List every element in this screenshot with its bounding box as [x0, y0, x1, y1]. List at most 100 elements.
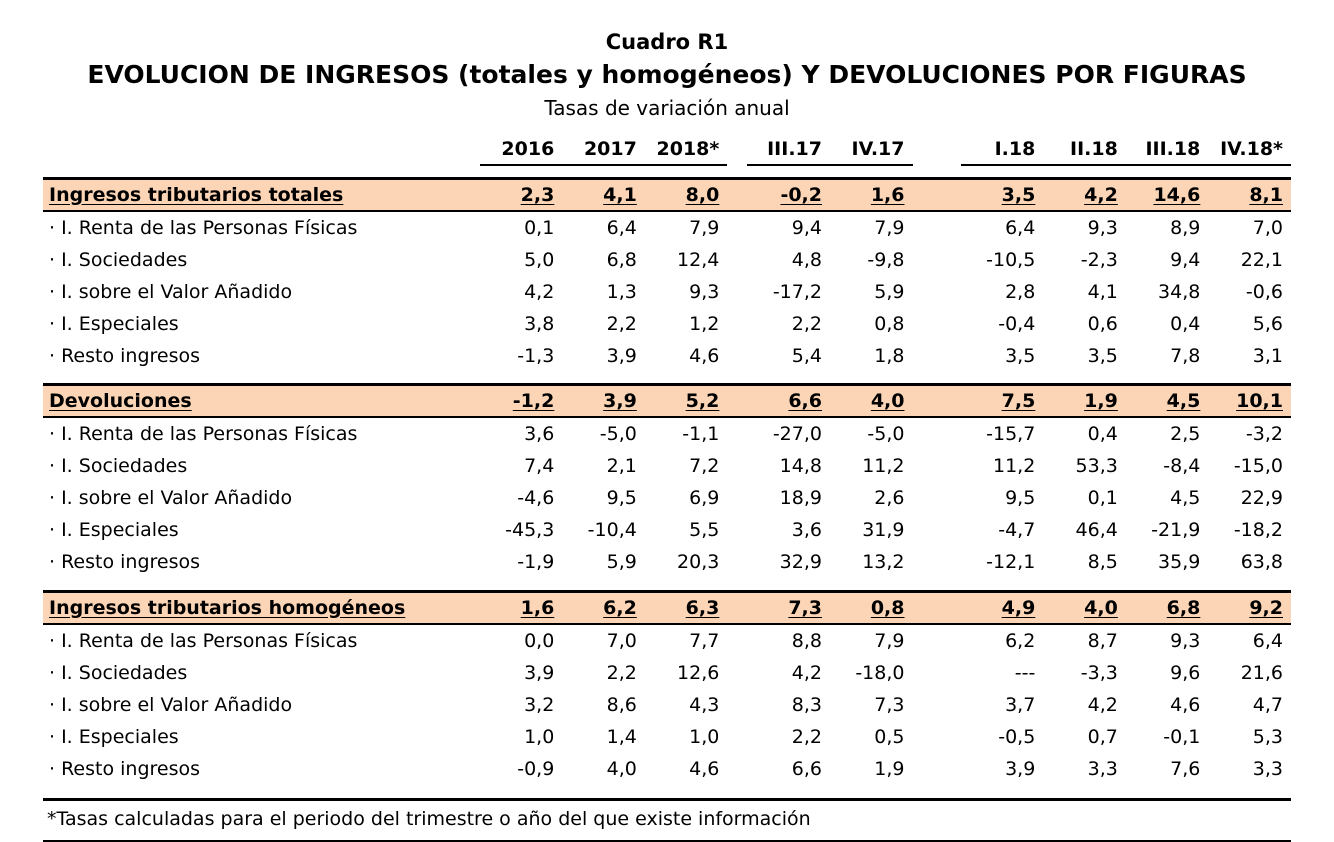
cell: 0,5: [874, 725, 905, 748]
cell: 12,6: [677, 661, 720, 684]
footnote: *Tasas calculadas para el periodo del tr…: [43, 797, 1291, 842]
cell: 6,4: [1252, 629, 1283, 652]
section-header-row: Ingresos tributarios homogéneos 1,6 6,2 6,3…: [43, 589, 1291, 625]
column-spacer: [913, 244, 961, 276]
cell: 11,2: [862, 455, 905, 477]
section-value: 10,1: [1236, 390, 1283, 412]
cell: 9,3: [689, 280, 720, 303]
section-value: 1,9: [1084, 390, 1118, 412]
cell: 2,2: [606, 312, 637, 335]
table-row: · I. Especiales -45,3 -10,4 5,5 3,6 31,9 -4,7 4…: [43, 514, 1291, 546]
cell: 63,8: [1240, 551, 1283, 573]
column-spacer: [913, 211, 961, 244]
cell: 35,9: [1158, 551, 1201, 573]
section-value-cell: 14,6: [1125, 176, 1209, 212]
cell: 5,9: [606, 551, 637, 573]
cell: 7,9: [689, 216, 720, 239]
column-spacer: [913, 308, 961, 340]
section-value-cell: 8,0: [644, 176, 728, 212]
row-label: · I. Renta de las Personas Físicas: [49, 423, 358, 445]
section-value-cell: 2,3: [479, 176, 563, 212]
section-header-row: Devoluciones -1,2 3,9 5,2 6,6 4,0 7,5 1,9 4,5 10,…: [43, 383, 1291, 418]
cell: 7,8: [1170, 344, 1201, 367]
column-spacer: [913, 514, 961, 546]
column-header: I.18: [960, 136, 1044, 166]
column-spacer: [727, 244, 747, 276]
cell: 8,9: [1170, 216, 1201, 239]
section-value-cell: 4,5: [1125, 383, 1209, 418]
cell: -21,9: [1151, 519, 1201, 541]
cell: -4,7: [998, 519, 1036, 541]
cell: 7,2: [689, 455, 720, 477]
cell: 2,2: [791, 725, 822, 748]
row-label: · I. Sociedades: [49, 455, 188, 477]
cell: -10,5: [986, 248, 1036, 271]
cell: 0,8: [874, 312, 905, 335]
cell: 6,2: [1005, 629, 1036, 652]
row-label: · I. Renta de las Personas Físicas: [49, 216, 358, 239]
cell: 0,4: [1170, 312, 1201, 335]
table-row: · I. sobre el Valor Añadido 4,2 1,3 9,3 -17,…: [43, 276, 1291, 308]
row-label: · I. Sociedades: [49, 661, 188, 684]
cell: 7,7: [689, 629, 720, 652]
section-label-cell: Devoluciones: [43, 383, 480, 418]
cell: 3,5: [1005, 344, 1036, 367]
section-value: 0,8: [870, 596, 905, 619]
section-header-row: Ingresos tributarios totales 2,3 4,1 8,0 -0,…: [43, 176, 1291, 212]
table-body: Ingresos tributarios totales 2,3 4,1 8,0 -0,…: [43, 165, 1291, 785]
cell: 9,5: [606, 487, 637, 509]
cell: -5,0: [599, 423, 637, 445]
section-value: 7,5: [1001, 390, 1036, 412]
section-label: Devoluciones: [49, 390, 192, 412]
cell: -45,3: [505, 519, 555, 541]
cell: 4,5: [1170, 487, 1201, 509]
section-gap-row: [43, 372, 1291, 385]
cell: 7,3: [874, 693, 905, 716]
cell: -4,6: [517, 487, 555, 509]
section-label: Ingresos tributarios homogéneos: [49, 596, 406, 619]
column-spacer: [912, 589, 961, 625]
cell: -3,3: [1080, 661, 1118, 684]
section-value-cell: -0,2: [747, 176, 830, 212]
table-container: 2016 2017 2018* III.17 IV.17 I.18 II.18 III.18 I…: [43, 136, 1291, 842]
row-label: · I. Sociedades: [49, 248, 188, 271]
cell: 3,6: [524, 423, 555, 445]
cell: 20,3: [677, 551, 720, 573]
column-header: IV.18*: [1208, 136, 1291, 166]
cell: 9,5: [1005, 487, 1036, 509]
cell: 4,7: [1252, 693, 1283, 716]
cell: 3,9: [1005, 757, 1036, 780]
section-value: -0,2: [780, 183, 822, 206]
column-spacer: [913, 136, 961, 165]
cell: -15,7: [986, 423, 1036, 445]
title-block: Cuadro R1 EVOLUCION DE INGRESOS (totales…: [0, 30, 1334, 120]
cell: 3,3: [1087, 757, 1118, 780]
section-value: 9,2: [1249, 596, 1283, 619]
cell: 7,9: [874, 216, 905, 239]
cell: -0,4: [998, 312, 1036, 335]
cell: 1,0: [524, 725, 555, 748]
section-value-cell: 6,6: [747, 383, 830, 418]
cell: 7,4: [524, 455, 555, 477]
column-spacer: [727, 657, 747, 689]
column-header: III.17: [747, 136, 830, 166]
cell: 5,3: [1252, 725, 1283, 748]
column-header: III.18: [1125, 136, 1209, 166]
column-spacer: [912, 383, 961, 418]
cell: 5,4: [791, 344, 822, 367]
cell: -8,4: [1163, 455, 1201, 477]
section-value-cell: 1,6: [829, 176, 913, 212]
cell: 7,6: [1170, 757, 1201, 780]
cell: 0,1: [524, 216, 555, 239]
column-header: 2016: [479, 136, 563, 166]
row-label: · Resto ingresos: [49, 344, 201, 367]
column-spacer: [913, 546, 961, 578]
cell: 6,4: [1005, 216, 1036, 239]
table-row: · Resto ingresos -1,3 3,9 4,6 5,4 1,8 3,5 3,5 7,…: [43, 340, 1291, 372]
column-spacer: [727, 383, 748, 418]
column-spacer: [727, 546, 747, 578]
cell: ---: [1014, 661, 1036, 684]
column-spacer: [727, 450, 747, 482]
section-value: 1,6: [520, 596, 555, 619]
cell: 8,3: [791, 693, 822, 716]
